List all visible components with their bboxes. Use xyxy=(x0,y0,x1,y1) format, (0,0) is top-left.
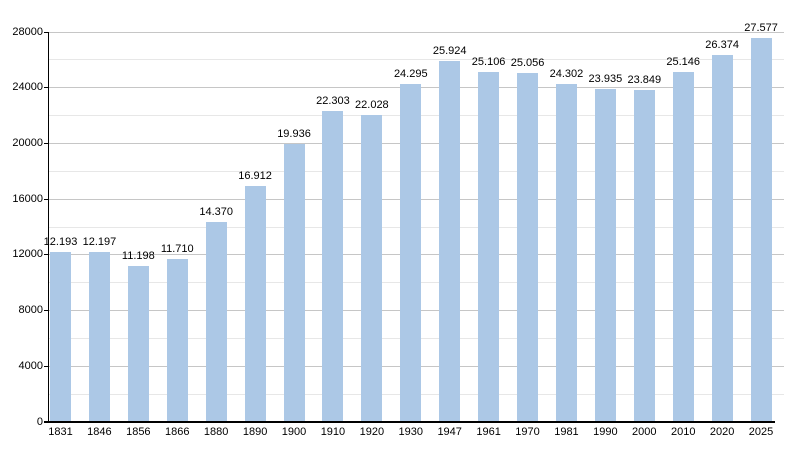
x-tick-label-1961: 1961 xyxy=(476,426,501,438)
bar-1831 xyxy=(50,252,71,422)
value-label-1947: 25.924 xyxy=(432,44,467,57)
y-axis-tick-16000 xyxy=(44,198,49,200)
y-tick-label-12000: 12000 xyxy=(12,248,43,261)
x-tick-label-2025: 2025 xyxy=(748,426,774,438)
y-tick-label-16000: 16000 xyxy=(12,192,43,205)
bar-1990 xyxy=(594,88,616,422)
bar-1981 xyxy=(555,83,577,422)
value-label-2000: 23.849 xyxy=(627,73,662,86)
value-label-1880: 14.370 xyxy=(199,205,233,218)
x-tick-label-1990: 1990 xyxy=(593,426,618,438)
y-axis-tick-24000 xyxy=(44,87,49,89)
value-label-2010: 25.146 xyxy=(666,55,701,68)
y-axis-tick-20000 xyxy=(44,142,49,144)
bar-2010 xyxy=(672,71,694,422)
x-tick-label-1970: 1970 xyxy=(515,426,540,438)
minor-gridline-26000 xyxy=(49,59,784,61)
x-tick-label-1880: 1880 xyxy=(203,426,229,438)
x-tick-label-1920: 1920 xyxy=(359,426,385,438)
bar-2025 xyxy=(750,37,772,422)
x-tick-label-1947: 1947 xyxy=(437,426,462,438)
bar-1846 xyxy=(88,252,110,422)
x-tick-label-1856: 1856 xyxy=(126,426,151,438)
y-tick-label-4000: 4000 xyxy=(18,359,43,372)
value-label-1846: 12.197 xyxy=(82,236,117,249)
bar-1880 xyxy=(205,221,227,422)
bar-1970 xyxy=(517,73,539,422)
y-tick-label-28000: 28000 xyxy=(12,25,43,38)
value-label-1981: 24.302 xyxy=(549,67,584,80)
bar-1856 xyxy=(127,266,149,422)
value-label-1866: 11.710 xyxy=(160,242,194,255)
x-tick-label-1981: 1981 xyxy=(554,426,579,438)
y-tick-label-0: 0 xyxy=(36,415,43,428)
bar-1910 xyxy=(322,111,344,422)
y-axis-tick-12000 xyxy=(44,254,49,256)
y-axis-tick-8000 xyxy=(44,310,49,312)
value-label-1910: 22.303 xyxy=(316,95,350,108)
x-axis-line xyxy=(44,421,775,423)
value-label-1831: 12.193 xyxy=(43,236,78,249)
value-label-1990: 23.935 xyxy=(588,72,623,85)
bar-1900 xyxy=(283,144,305,422)
x-tick-label-2000: 2000 xyxy=(632,426,657,438)
x-tick-label-2020: 2020 xyxy=(709,426,735,438)
y-axis-line xyxy=(48,32,49,422)
bar-2000 xyxy=(633,89,655,422)
bar-2020 xyxy=(711,54,733,422)
y-tick-label-20000: 20000 xyxy=(12,136,43,149)
bar-1947 xyxy=(439,60,461,422)
bar-1920 xyxy=(361,115,383,422)
bar-1890 xyxy=(244,186,266,422)
y-axis-tick-0 xyxy=(44,421,49,423)
bar-1961 xyxy=(478,72,500,422)
value-label-2025: 27.577 xyxy=(744,21,778,34)
value-label-1900: 19.936 xyxy=(277,128,311,141)
bar-1930 xyxy=(400,83,422,422)
x-tick-label-1930: 1930 xyxy=(398,426,423,438)
major-gridline-28000 xyxy=(49,31,784,33)
x-tick-label-2010: 2010 xyxy=(670,426,696,438)
x-tick-label-1900: 1900 xyxy=(281,426,307,438)
value-label-1961: 25.106 xyxy=(471,56,506,69)
y-axis-tick-28000 xyxy=(44,31,49,33)
x-tick-label-1831: 1831 xyxy=(48,426,73,438)
x-tick-label-1910: 1910 xyxy=(320,426,346,438)
value-label-1920: 22.028 xyxy=(355,99,389,112)
value-label-2020: 26.374 xyxy=(705,38,739,51)
y-axis-tick-4000 xyxy=(44,365,49,367)
value-label-1856: 11.198 xyxy=(121,250,155,263)
value-label-1890: 16.912 xyxy=(238,170,272,183)
x-tick-label-1866: 1866 xyxy=(165,426,190,438)
y-tick-label-8000: 8000 xyxy=(18,304,43,317)
value-label-1930: 24.295 xyxy=(393,67,428,80)
bar-1866 xyxy=(166,258,188,422)
x-tick-label-1890: 1890 xyxy=(242,426,268,438)
x-tick-label-1846: 1846 xyxy=(87,426,112,438)
value-label-1970: 25.056 xyxy=(510,57,545,69)
y-tick-label-24000: 24000 xyxy=(12,81,43,94)
